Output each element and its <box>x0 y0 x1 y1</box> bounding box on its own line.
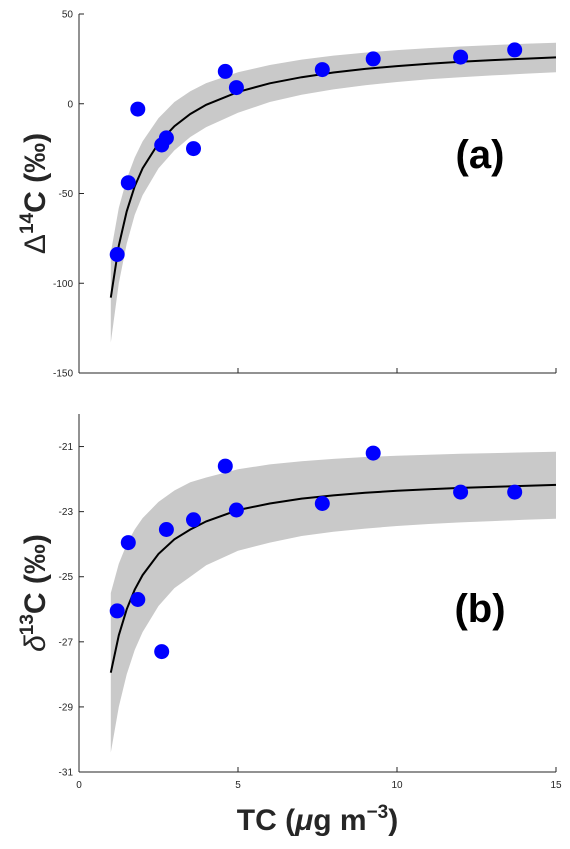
data-point <box>186 141 201 157</box>
x-tick-label: 10 <box>391 780 403 791</box>
data-point <box>120 175 136 191</box>
data-point <box>217 458 233 474</box>
data-point <box>130 592 146 607</box>
y-tick-label: 50 <box>62 10 74 21</box>
panel-label: (b) <box>454 587 505 631</box>
data-point <box>507 42 523 58</box>
data-point <box>453 484 469 500</box>
data-point <box>228 80 244 96</box>
y-tick-label: -21 <box>59 442 74 453</box>
data-point <box>158 130 174 146</box>
y-tick-label: -25 <box>59 572 74 583</box>
y-tick-label: -150 <box>53 369 73 380</box>
y-tick-label: -23 <box>59 507 74 518</box>
panel-b: -31 -29 -27 -25 -23 -21 0 5 10 15 δ13C (‰) (b) TC (μ… <box>17 414 562 837</box>
data-point <box>453 49 469 65</box>
x-axis-label: TC (μg m−3) <box>237 802 398 837</box>
data-point <box>154 644 170 660</box>
y-tick-label: -100 <box>53 279 73 290</box>
data-point <box>130 101 146 117</box>
y-axis-label: Δ14C (‰) <box>17 133 52 254</box>
x-tick-label: 0 <box>76 780 82 791</box>
y-tick-label: -50 <box>59 189 74 200</box>
y-tick-label: 0 <box>67 99 73 110</box>
data-point <box>314 496 330 511</box>
y-axis-label: δ13C (‰) <box>17 534 52 652</box>
confidence-band <box>110 451 557 753</box>
data-point <box>158 522 174 537</box>
y-tick-label: -31 <box>59 768 74 779</box>
data-point <box>228 502 244 518</box>
x-tick-label: 5 <box>235 780 241 791</box>
y-tick-label: -27 <box>59 637 74 648</box>
y-tick-label: -29 <box>59 702 74 713</box>
data-point <box>109 603 125 619</box>
data-point <box>217 63 233 79</box>
data-point <box>186 512 201 528</box>
x-tick-label: 15 <box>550 780 562 791</box>
fit-curve <box>109 56 557 298</box>
panel-label: (a) <box>456 133 505 177</box>
confidence-band <box>110 42 557 343</box>
data-point <box>109 247 125 262</box>
data-point <box>120 535 136 551</box>
panel-a: -150 -100 -50 0 50 Δ14C (‰) (a) <box>17 10 557 380</box>
data-point <box>314 62 330 78</box>
data-point <box>365 51 381 67</box>
data-point <box>507 484 523 500</box>
data-point <box>365 445 381 461</box>
